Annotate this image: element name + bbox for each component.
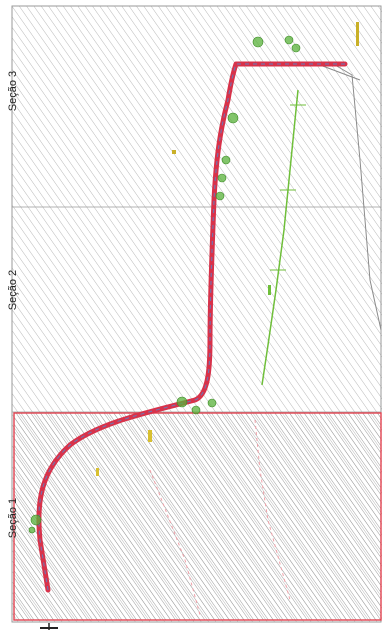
yellow-marker [148, 430, 152, 442]
green-survey-line [261, 89, 299, 386]
tree-marker [284, 35, 294, 45]
yellow-marker [172, 150, 176, 154]
tree-marker [191, 405, 201, 415]
section-label-2: Seção 2 [7, 269, 19, 311]
pink-guide-line-2 [149, 469, 201, 616]
yellow-marker [268, 285, 271, 295]
section-label-3: Seção 3 [7, 70, 19, 112]
north-arrow-icon [40, 623, 58, 630]
yellow-marker [96, 468, 99, 476]
pink-guide-line [254, 419, 291, 601]
section-label-1: Seção 1 [7, 497, 19, 539]
tree-marker [217, 173, 227, 183]
tree-marker [215, 191, 225, 201]
feature-markers [96, 22, 359, 476]
tree-marker [30, 514, 42, 526]
grey-boundary-line [334, 64, 382, 331]
tree-marker [207, 398, 217, 408]
vegetation-markers [28, 35, 301, 534]
tree-marker [221, 155, 231, 165]
tree-marker [28, 526, 36, 534]
route-centerline [38, 63, 345, 591]
section-1-area [13, 412, 382, 621]
tree-marker [252, 36, 264, 48]
tree-marker [291, 43, 301, 53]
yellow-marker [356, 22, 359, 46]
sheet-frame [11, 5, 382, 623]
grey-boundary-line-2 [319, 64, 361, 81]
tree-marker [176, 396, 188, 408]
tree-marker [227, 112, 239, 124]
